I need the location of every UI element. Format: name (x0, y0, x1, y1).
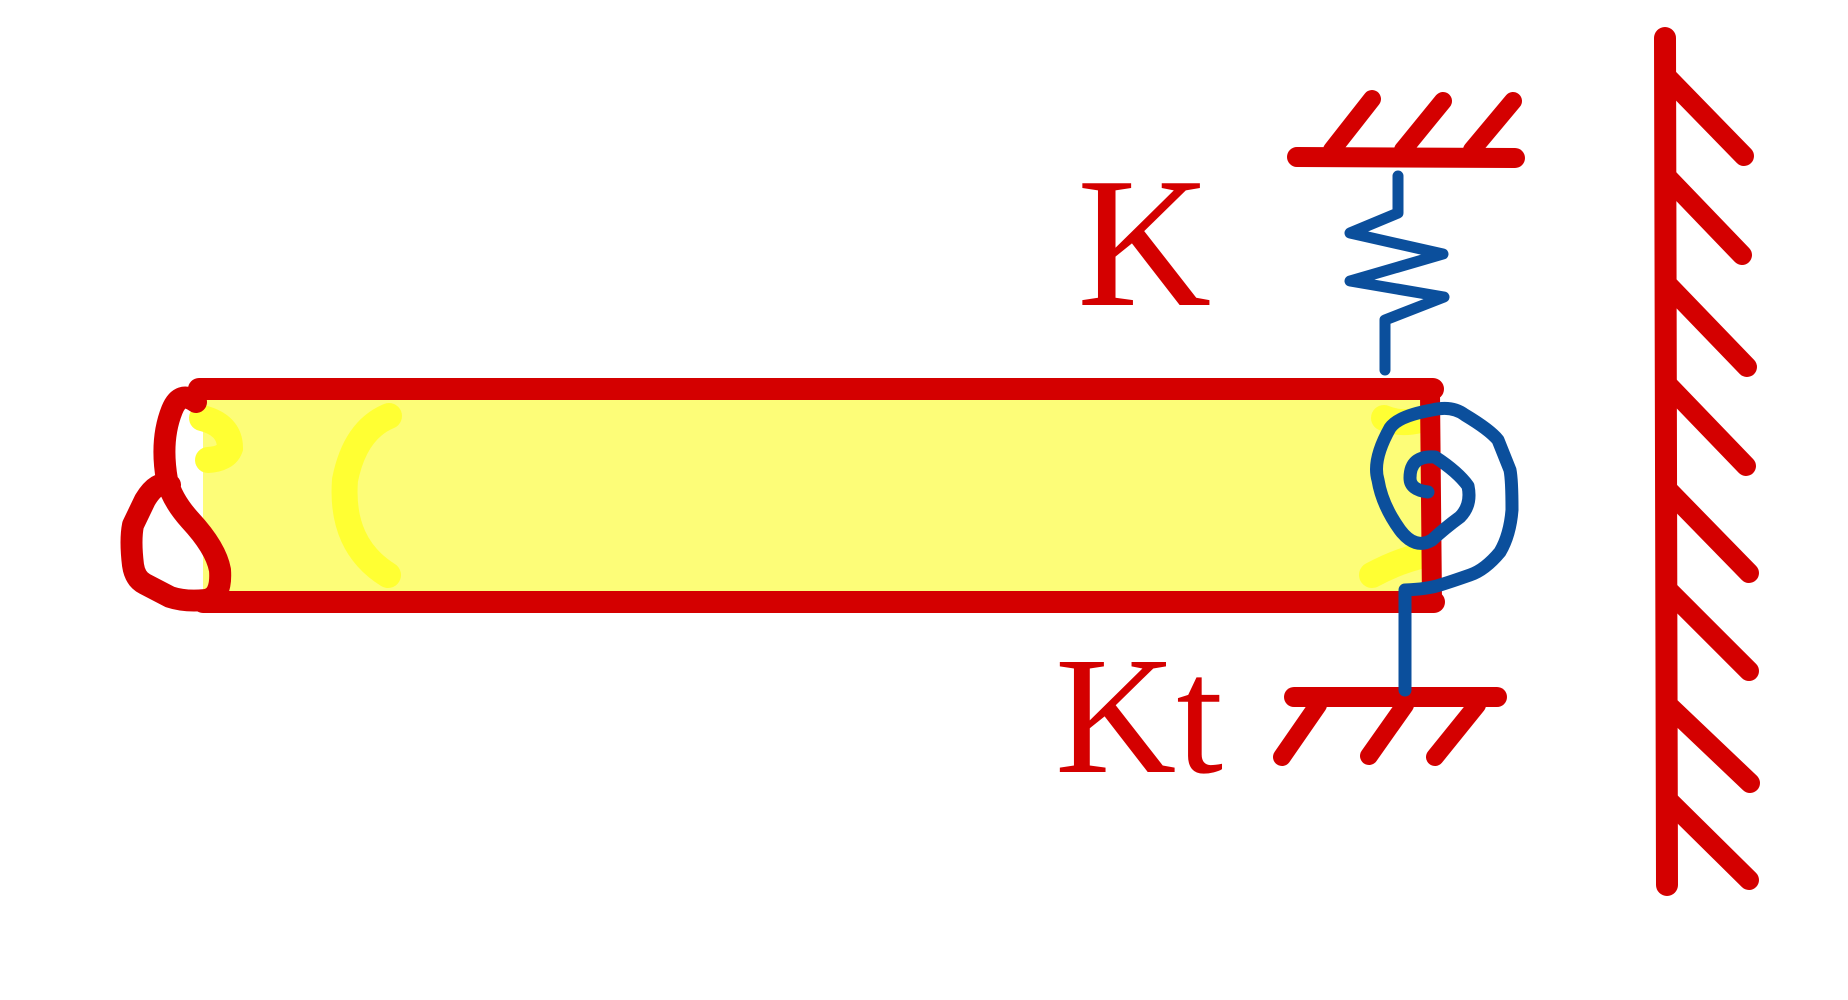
beam-body (203, 394, 1426, 608)
wall-hatching (1658, 68, 1760, 890)
beam-right-edge (1420, 384, 1442, 612)
top-ground-support (1287, 90, 1525, 168)
bottom-ground-hatching (1273, 696, 1486, 766)
wall-line (1654, 27, 1678, 896)
spring-k (1344, 170, 1450, 376)
beam-break-symbol (120, 386, 232, 612)
wall-support (1654, 27, 1760, 896)
top-ground-hatching (1323, 90, 1522, 159)
spring-k-zigzag (1344, 170, 1450, 376)
torsional-spring-kt-label: Kt (1055, 623, 1223, 809)
beam (120, 378, 1445, 613)
spring-k-label: K (1077, 140, 1211, 346)
beam-shading (189, 403, 1438, 588)
torsional-spring-kt (1370, 401, 1519, 697)
torsional-spring-spiral (1370, 401, 1519, 697)
bottom-ground-support (1273, 687, 1507, 766)
